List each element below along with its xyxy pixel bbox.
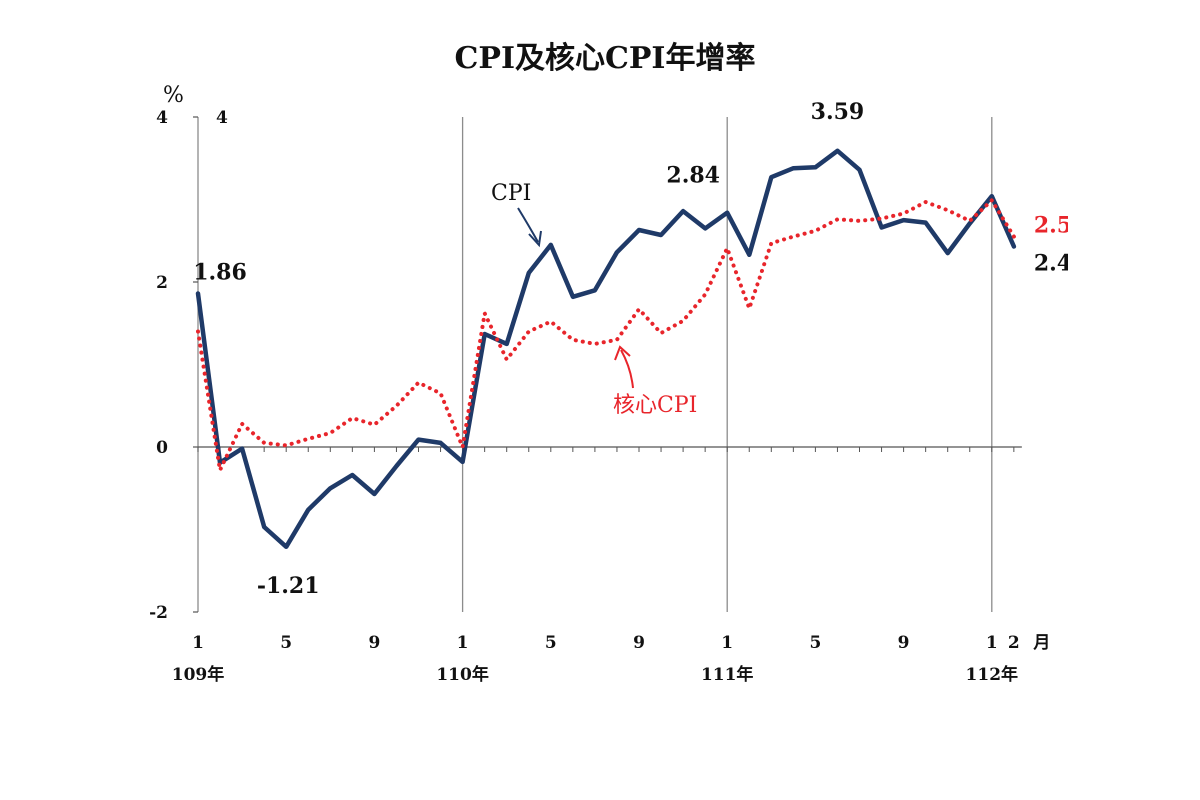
- x-tick-label: 5: [280, 633, 292, 653]
- y-tick-label-secondary: 4: [216, 108, 228, 128]
- core-cpi-legend-arrowhead: [614, 345, 631, 361]
- x-axis-unit: 月: [1032, 633, 1050, 653]
- x-tick-label: 1: [721, 633, 733, 653]
- cpi-series-line: [195, 148, 1017, 550]
- core-cpi-series-line: [196, 198, 1016, 473]
- x-tick-label: 1: [457, 633, 469, 653]
- data-annotation: 3.59: [811, 99, 865, 125]
- y-tick-label: 2: [156, 273, 168, 293]
- data-annotation: 1.86: [193, 260, 247, 286]
- year-label: 110年: [436, 664, 489, 685]
- core-cpi-legend-label: 核心CPI: [613, 393, 697, 418]
- data-annotation: -1.21: [257, 573, 320, 599]
- data-annotation: 2.55: [1034, 213, 1068, 239]
- x-tick-label: 9: [368, 633, 380, 653]
- core-cpi-legend-arrow: [620, 349, 634, 389]
- data-annotation: 2.43: [1034, 251, 1068, 277]
- data-annotation: 2.84: [666, 163, 720, 189]
- series-layer: [195, 148, 1017, 550]
- cpi-legend-label: CPI: [491, 181, 531, 206]
- y-tick-label: -2: [149, 603, 168, 623]
- y-axis-unit: %: [163, 83, 184, 108]
- x-tick-label: 1: [192, 633, 204, 653]
- x-tick-label: 9: [898, 633, 910, 653]
- x-tick-label: 9: [633, 633, 645, 653]
- chart-grid: [197, 117, 993, 612]
- chart-panel: CPI及核心CPI年增率 % 4 2 0 -2 4 1 5 9 1 5 9 1 5 9 1 2 月 109年 110…: [143, 20, 1068, 710]
- x-tick-label: 5: [545, 633, 557, 653]
- cpi-legend-arrowhead: [528, 230, 542, 248]
- x-tick-label: 2: [1008, 633, 1020, 653]
- y-tick-label: 4: [156, 108, 168, 128]
- year-label: 112年: [966, 664, 1019, 685]
- x-tick-label: 1: [986, 633, 998, 653]
- cpi-legend-arrow: [517, 207, 539, 243]
- x-tick-label: 5: [809, 633, 821, 653]
- chart-labels: 1.86 -1.21 2.84 3.59 2.55 2.43 CPI 核心CPI: [193, 99, 1068, 599]
- year-label: 109年: [172, 664, 225, 685]
- y-tick-label: 0: [156, 438, 168, 458]
- year-label: 111年: [701, 664, 754, 685]
- chart-title: CPI及核心CPI年增率: [455, 41, 756, 76]
